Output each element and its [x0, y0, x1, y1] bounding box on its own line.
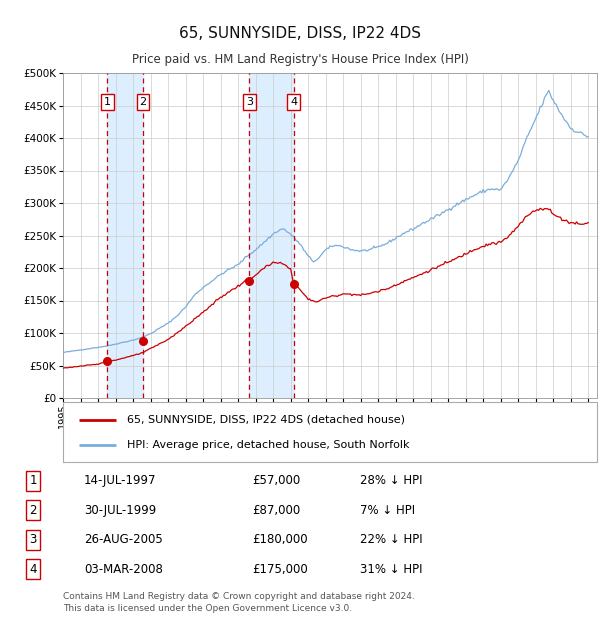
Text: £87,000: £87,000 — [252, 503, 300, 516]
Text: HPI: Average price, detached house, South Norfolk: HPI: Average price, detached house, Sout… — [127, 440, 410, 450]
Text: 2: 2 — [140, 97, 147, 107]
Text: 3: 3 — [29, 533, 37, 546]
Text: 65, SUNNYSIDE, DISS, IP22 4DS (detached house): 65, SUNNYSIDE, DISS, IP22 4DS (detached … — [127, 415, 405, 425]
Bar — [107, 73, 143, 398]
Text: 14-JUL-1997: 14-JUL-1997 — [84, 474, 157, 487]
Text: 7% ↓ HPI: 7% ↓ HPI — [360, 503, 415, 516]
Text: Contains HM Land Registry data © Crown copyright and database right 2024.
This d: Contains HM Land Registry data © Crown c… — [63, 592, 415, 613]
Text: £180,000: £180,000 — [252, 533, 308, 546]
Text: 3: 3 — [246, 97, 253, 107]
Text: 4: 4 — [29, 563, 37, 576]
Text: 26-AUG-2005: 26-AUG-2005 — [84, 533, 163, 546]
Text: 22% ↓ HPI: 22% ↓ HPI — [360, 533, 422, 546]
Text: £175,000: £175,000 — [252, 563, 308, 576]
Text: £57,000: £57,000 — [252, 474, 300, 487]
Text: 31% ↓ HPI: 31% ↓ HPI — [360, 563, 422, 576]
Text: 1: 1 — [29, 474, 37, 487]
Bar — [250, 73, 293, 398]
Text: 28% ↓ HPI: 28% ↓ HPI — [360, 474, 422, 487]
Text: Price paid vs. HM Land Registry's House Price Index (HPI): Price paid vs. HM Land Registry's House … — [131, 53, 469, 66]
Text: 4: 4 — [290, 97, 297, 107]
Text: 2: 2 — [29, 503, 37, 516]
Text: 65, SUNNYSIDE, DISS, IP22 4DS: 65, SUNNYSIDE, DISS, IP22 4DS — [179, 26, 421, 41]
Text: 30-JUL-1999: 30-JUL-1999 — [84, 503, 156, 516]
Text: 1: 1 — [104, 97, 111, 107]
Text: 03-MAR-2008: 03-MAR-2008 — [84, 563, 163, 576]
